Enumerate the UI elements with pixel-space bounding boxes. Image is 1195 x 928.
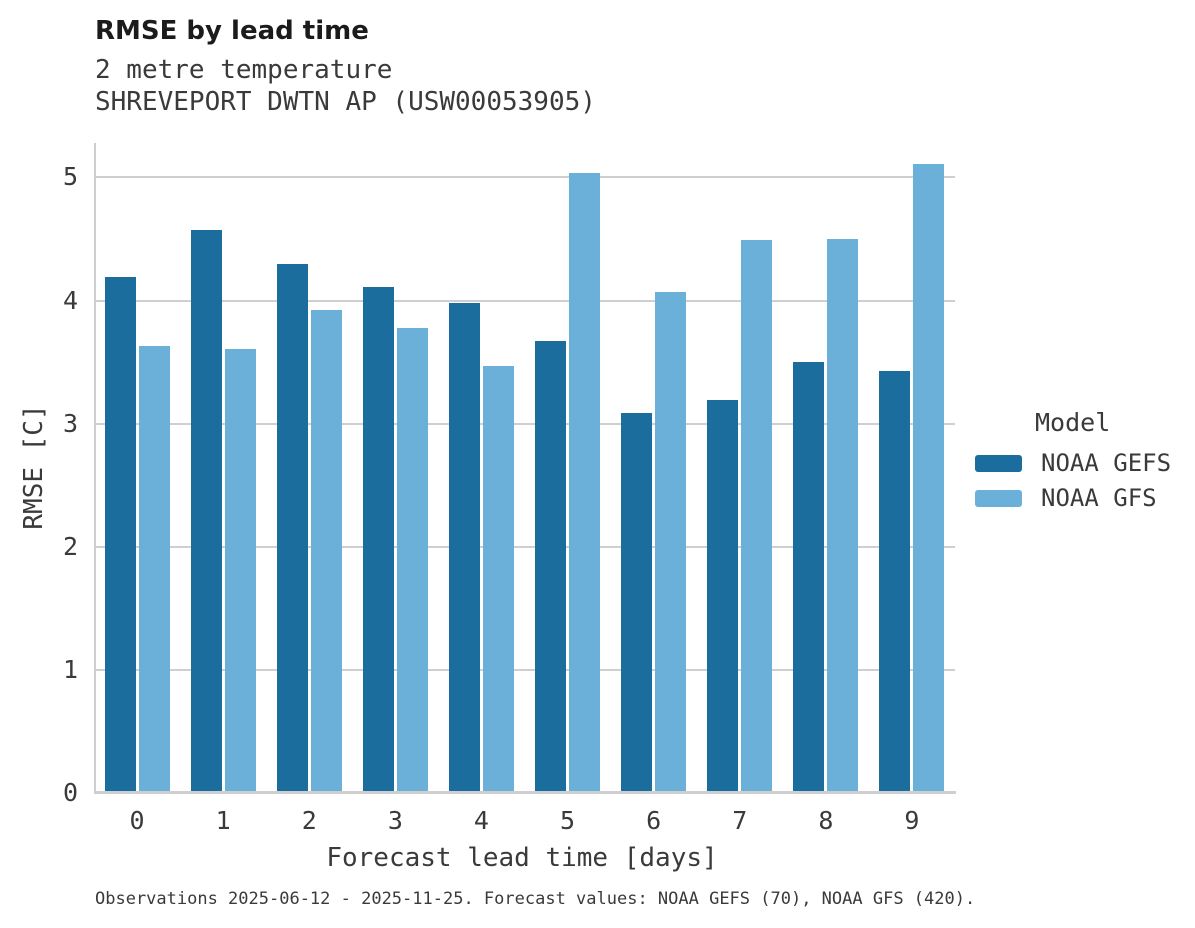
caption-note: Observations 2025-06-12 - 2025-11-25. Fo…: [95, 889, 976, 909]
x-axis-title: Forecast lead time [days]: [326, 843, 718, 873]
x-tick-label-2: 2: [301, 806, 317, 835]
x-tick-label-0: 0: [129, 806, 145, 835]
bar-noaa-gefs-lead-3: [362, 287, 394, 793]
chart-title: RMSE by lead time: [95, 16, 369, 46]
x-tick-label-4: 4: [473, 806, 489, 835]
gridline-y-2: [94, 545, 955, 548]
y-tick-label-5: 5: [62, 162, 78, 192]
bar-noaa-gfs-lead-7: [741, 240, 773, 793]
legend-title: Model: [1035, 408, 1111, 437]
legend-label: NOAA GFS: [1041, 484, 1157, 512]
x-tick-label-9: 9: [904, 806, 920, 835]
x-tick-label-8: 8: [818, 806, 834, 835]
x-tick-label-7: 7: [732, 806, 748, 835]
bar-noaa-gefs-lead-0: [104, 277, 136, 793]
bar-noaa-gefs-lead-8: [793, 362, 825, 793]
x-tick-label-3: 3: [387, 806, 403, 835]
bar-noaa-gfs-lead-8: [827, 239, 859, 793]
bar-noaa-gfs-lead-1: [224, 348, 256, 793]
chart-subtitle: 2 metre temperature: [95, 55, 393, 85]
plot-area: [94, 143, 955, 793]
bar-noaa-gefs-lead-5: [535, 341, 567, 793]
bar-noaa-gefs-lead-1: [190, 230, 222, 793]
legend-swatch-icon: [975, 455, 1022, 472]
x-tick-label-5: 5: [560, 806, 576, 835]
gridline-y-3: [94, 422, 955, 425]
y-axis-line: [94, 143, 96, 794]
bar-noaa-gefs-lead-9: [879, 370, 911, 793]
legend-swatch-icon: [975, 490, 1022, 507]
y-tick-label-4: 4: [62, 285, 78, 315]
y-axis-title: RMSE [C]: [19, 404, 49, 530]
y-tick-label-2: 2: [62, 531, 78, 561]
y-tick-label-0: 0: [62, 778, 78, 807]
gridline-y-4: [94, 299, 955, 302]
bar-noaa-gfs-lead-9: [913, 163, 945, 793]
bar-noaa-gfs-lead-6: [655, 291, 687, 793]
gridline-y-5: [94, 176, 955, 179]
bar-noaa-gefs-lead-2: [276, 263, 308, 793]
bar-noaa-gfs-lead-2: [310, 310, 342, 793]
bar-noaa-gfs-lead-0: [138, 346, 170, 793]
y-tick-label-1: 1: [62, 654, 78, 684]
bar-noaa-gefs-lead-6: [621, 412, 653, 793]
gridline-y-1: [94, 668, 955, 671]
bar-noaa-gefs-lead-4: [448, 303, 480, 793]
bar-noaa-gefs-lead-7: [707, 400, 739, 793]
y-tick-label-3: 3: [62, 408, 78, 438]
bar-noaa-gfs-lead-3: [396, 327, 428, 793]
x-axis-line: [94, 791, 956, 794]
bar-noaa-gfs-lead-5: [569, 172, 601, 793]
x-tick-label-6: 6: [646, 806, 662, 835]
chart-station-subtitle: SHREVEPORT DWTN AP (USW00053905): [95, 87, 596, 117]
x-tick-label-1: 1: [215, 806, 231, 835]
legend-label: NOAA GEFS: [1041, 449, 1172, 477]
bar-noaa-gfs-lead-4: [482, 365, 514, 793]
